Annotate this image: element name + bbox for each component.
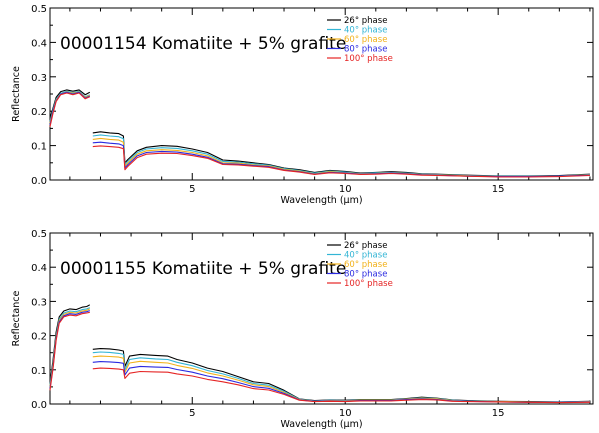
- x-tick-label: 10: [339, 184, 352, 195]
- series-line-100-phase: [92, 367, 590, 404]
- legend-label: 26° phase: [344, 241, 387, 251]
- series-line-100-phase: [49, 311, 90, 391]
- panel-title: 00001154 Komatiite + 5% grafite: [60, 34, 346, 54]
- legend-label: 100° phase: [344, 54, 393, 64]
- legend-label: 40° phase: [344, 251, 387, 261]
- series-line-80-phase: [92, 361, 590, 403]
- y-tick-label: 0.0: [31, 400, 47, 411]
- series-line-60-phase: [92, 355, 590, 403]
- panel-title: 00001155 Komatiite + 5% grafite: [60, 259, 346, 279]
- y-tick-label: 0.5: [31, 4, 47, 15]
- series-line-100-phase: [92, 145, 590, 178]
- legend-label: 100° phase: [344, 279, 393, 289]
- y-tick-label: 0.3: [31, 73, 47, 84]
- x-tick-label: 5: [189, 408, 195, 419]
- series-line-40-phase: [92, 351, 590, 403]
- y-tick-label: 0.4: [31, 38, 47, 49]
- legend-label: 26° phase: [344, 16, 387, 26]
- x-tick-label: 15: [492, 184, 505, 195]
- y-axis-label: Reflectance: [11, 290, 22, 346]
- legend-label: 60° phase: [344, 35, 387, 45]
- series-line-80-phase: [49, 310, 90, 389]
- bottom-spectrum-panel: 0.0 0.1 0.2 0.3 0.4 0.5 5 10 15 Wavelength (μm) Re…: [11, 229, 594, 430]
- y-tick-label: 0.2: [31, 332, 47, 343]
- y-tick-label: 0.1: [31, 142, 47, 153]
- series-line-40-phase: [92, 134, 590, 177]
- top-spectrum-panel: 0.0 0.1 0.2 0.3 0.4 0.5 5 10 15 Wavelength (μm) Re…: [11, 4, 594, 206]
- series-line-60-phase: [49, 308, 91, 387]
- y-tick-label: 0.5: [31, 229, 47, 240]
- legend-label: 40° phase: [344, 26, 387, 36]
- x-tick-label: 10: [339, 408, 352, 419]
- x-tick-label: 15: [492, 408, 505, 419]
- x-axis-label: Wavelength (μm): [280, 419, 362, 430]
- y-tick-label: 0.1: [31, 366, 47, 377]
- x-tick-label: 5: [189, 184, 195, 195]
- y-tick-label: 0.0: [31, 176, 47, 187]
- legend-label: 80° phase: [344, 45, 387, 55]
- x-axis-label: Wavelength (μm): [280, 195, 362, 206]
- legend-label: 60° phase: [344, 260, 387, 270]
- legend-label: 80° phase: [344, 270, 387, 280]
- series-line-26-phase: [92, 348, 590, 403]
- y-tick-label: 0.2: [31, 107, 47, 118]
- y-tick-label: 0.4: [31, 263, 47, 274]
- y-axis-label: Reflectance: [11, 66, 22, 122]
- series-line-100-phase: [49, 92, 91, 127]
- y-tick-label: 0.3: [31, 297, 47, 308]
